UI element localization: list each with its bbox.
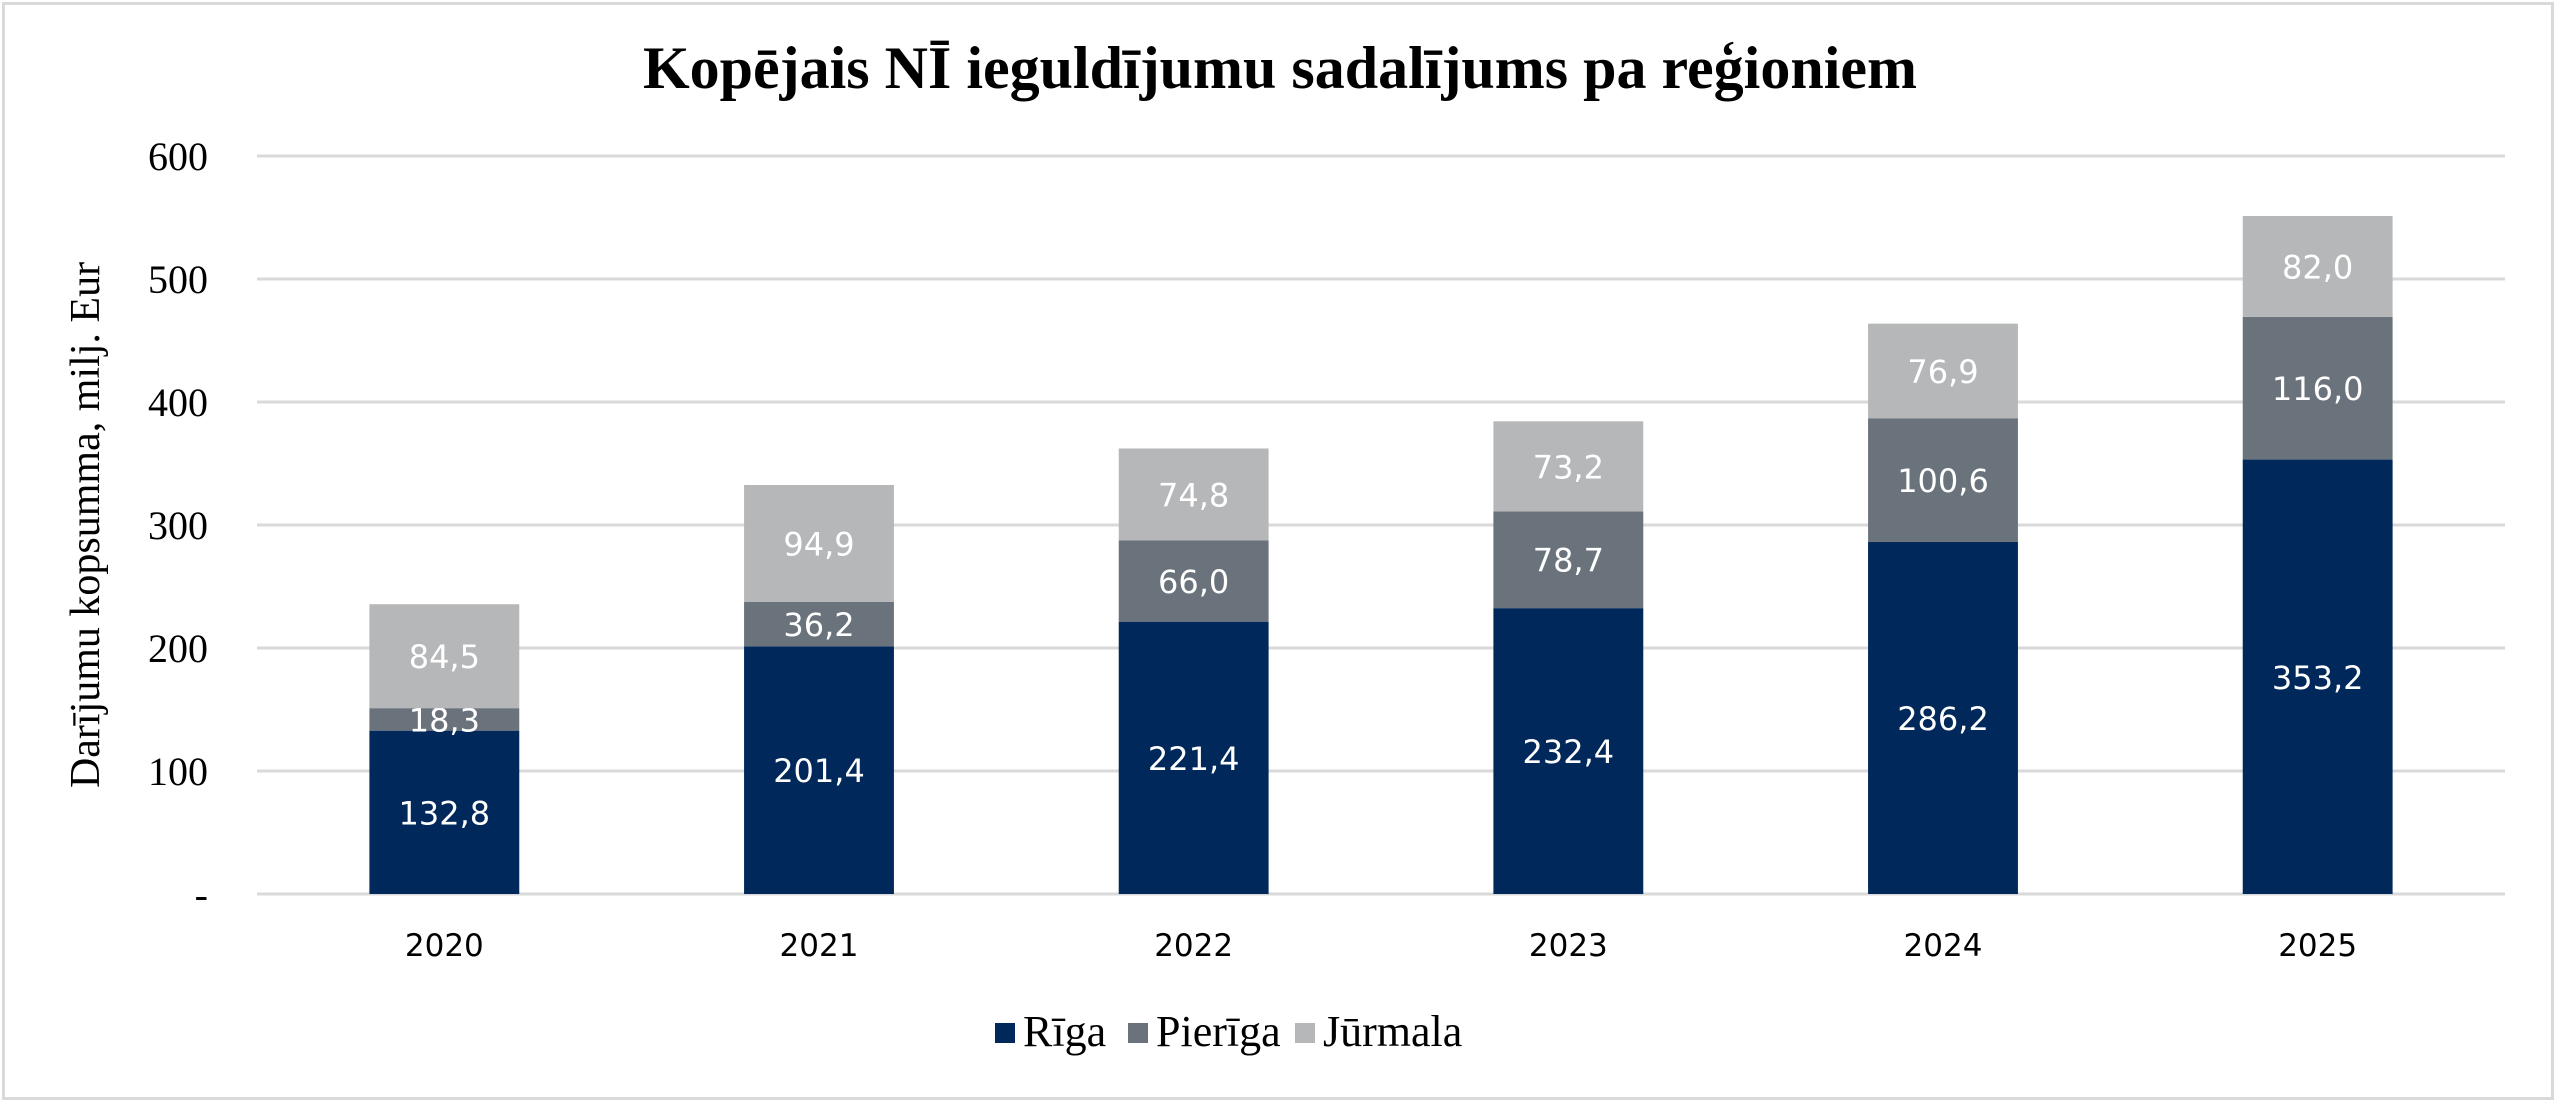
legend-swatch bbox=[995, 1023, 1015, 1043]
bar-segment bbox=[1118, 621, 1269, 894]
legend: Rīga Pierīga Jūrmala bbox=[995, 1007, 1462, 1056]
data-label: 73,2 bbox=[1533, 448, 1604, 486]
bars: 132,818,384,5201,436,294,9221,466,074,82… bbox=[369, 216, 2393, 894]
data-label: 36,2 bbox=[783, 606, 854, 644]
data-label: 201,4 bbox=[773, 752, 865, 790]
data-label: 286,2 bbox=[1897, 700, 1989, 738]
x-tick-label: 2023 bbox=[1529, 928, 1608, 964]
y-tick-label: 100 bbox=[148, 749, 208, 794]
bar-segment bbox=[1493, 608, 1644, 894]
bar-segment bbox=[1493, 421, 1644, 512]
legend-label: Rīga bbox=[1023, 1007, 1106, 1056]
data-label: 100,6 bbox=[1897, 462, 1989, 500]
bar-segment bbox=[1868, 541, 2018, 894]
y-tick-label: - bbox=[195, 872, 208, 917]
legend-swatch bbox=[1295, 1023, 1315, 1043]
bar-segment bbox=[1118, 540, 1269, 622]
bar-segment bbox=[744, 601, 894, 647]
bar-segment bbox=[1868, 418, 2018, 542]
y-axis-label: Darījumu kopsumma, milj. Eur bbox=[63, 262, 109, 788]
gridlines bbox=[257, 154, 2505, 896]
data-label: 132,8 bbox=[399, 794, 491, 832]
data-label: 84,5 bbox=[409, 638, 480, 676]
bar-segment bbox=[2242, 316, 2393, 460]
data-label: 66,0 bbox=[1158, 563, 1229, 601]
data-label: 82,0 bbox=[2282, 248, 2353, 286]
y-tick-label: 300 bbox=[148, 503, 208, 548]
bar-segment bbox=[1493, 511, 1644, 609]
bar-segment bbox=[2242, 216, 2393, 317]
y-tick-label: 200 bbox=[148, 626, 208, 671]
bar-segment bbox=[744, 646, 894, 894]
chart-title: Kopējais NĪ ieguldījumu sadalījums pa re… bbox=[643, 35, 1917, 101]
legend-label: Pierīga bbox=[1156, 1007, 1281, 1056]
y-tick-label: 600 bbox=[148, 134, 208, 179]
y-tick-label: 400 bbox=[148, 380, 208, 425]
data-label: 232,4 bbox=[1523, 733, 1615, 771]
data-label: 78,7 bbox=[1533, 542, 1604, 580]
x-tick-label: 2024 bbox=[1904, 928, 1983, 964]
data-label: 74,8 bbox=[1158, 476, 1229, 514]
data-label: 116,0 bbox=[2272, 370, 2364, 408]
x-tick-label: 2020 bbox=[405, 928, 484, 964]
y-tick-label: 500 bbox=[148, 257, 208, 302]
bar-segment bbox=[369, 604, 520, 709]
x-tick-label: 2025 bbox=[2278, 928, 2357, 964]
bar-segment bbox=[1118, 448, 1269, 541]
bar-segment bbox=[2242, 459, 2393, 894]
bar-segment bbox=[1868, 323, 2018, 419]
x-axis-ticks: 2020 2021 2022 2023 2024 2025 bbox=[405, 928, 2357, 964]
bar-segment bbox=[744, 485, 894, 602]
bar-segment bbox=[369, 730, 520, 894]
data-label: 94,9 bbox=[783, 525, 854, 563]
data-label: 353,2 bbox=[2272, 659, 2364, 697]
data-label: 221,4 bbox=[1148, 740, 1240, 778]
y-axis-ticks: - 100 200 300 400 500 600 bbox=[148, 134, 208, 917]
bar-segment bbox=[369, 708, 520, 731]
x-tick-label: 2021 bbox=[780, 928, 859, 964]
data-label: 76,9 bbox=[1907, 353, 1978, 391]
legend-swatch bbox=[1128, 1023, 1148, 1043]
legend-label: Jūrmala bbox=[1323, 1007, 1462, 1056]
x-tick-label: 2022 bbox=[1154, 928, 1233, 964]
